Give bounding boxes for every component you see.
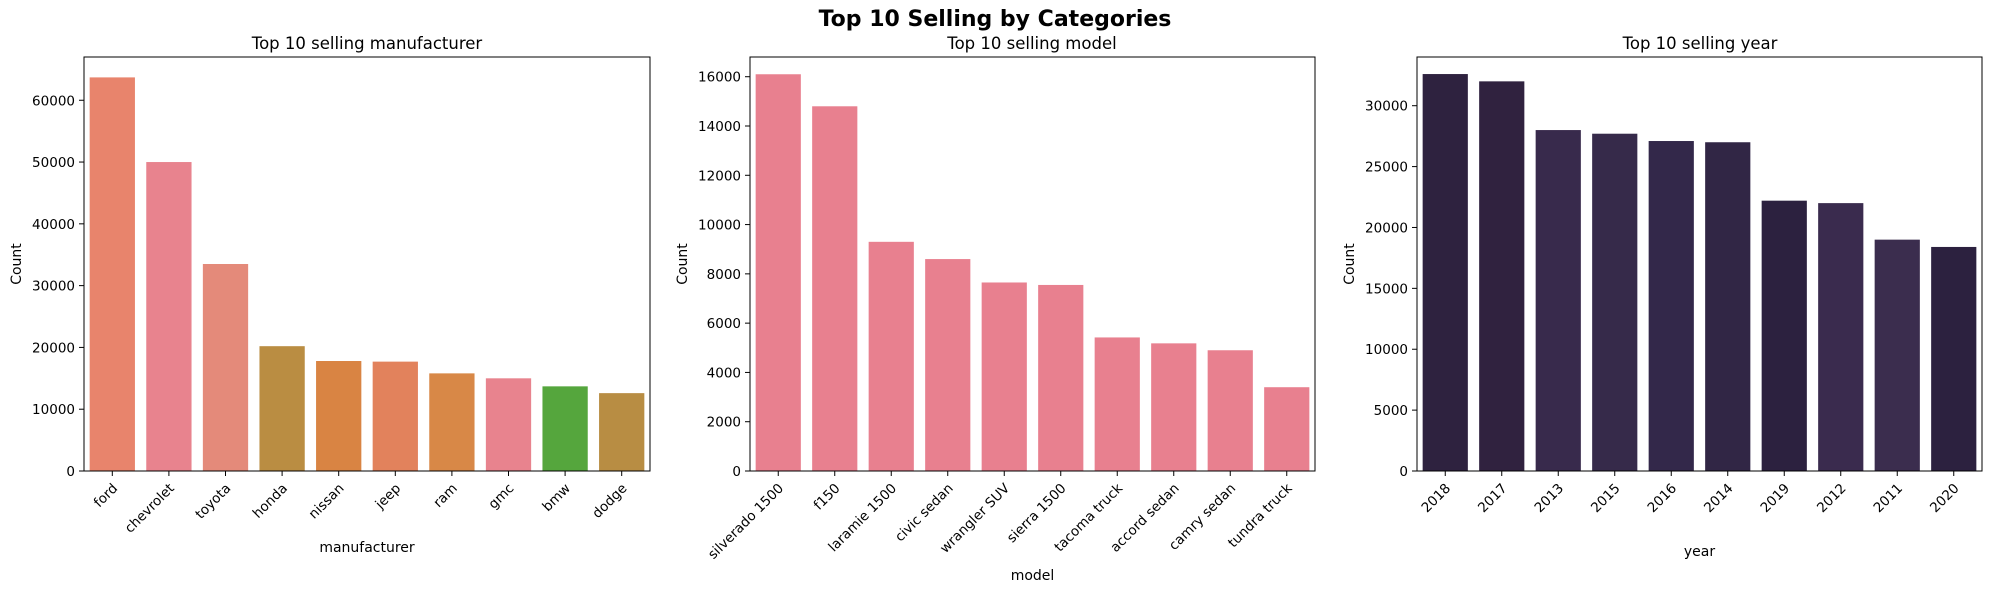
- bar-ram: [429, 373, 475, 471]
- y-tick-label: 12000: [698, 168, 741, 184]
- bar-2013: [1535, 130, 1581, 471]
- x-tick-label: 2020: [1927, 481, 1963, 517]
- y-tick-label: 20000: [32, 340, 75, 356]
- bar-accord-sedan: [1151, 343, 1197, 471]
- x-tick-label: silverado 1500: [705, 481, 787, 563]
- bar-laramie-1500: [868, 241, 914, 471]
- panel-title: Top 10 selling model: [946, 34, 1116, 53]
- panel-title: Top 10 selling year: [1622, 34, 1778, 53]
- bar-2017: [1479, 81, 1525, 471]
- bar-gmc: [485, 378, 532, 471]
- bar-ford: [89, 77, 135, 471]
- y-tick-label: 10000: [1365, 342, 1408, 358]
- chart-panels: Top 10 selling manufacturer0100002000030…: [9, 34, 1983, 584]
- y-tick-label: 6000: [707, 316, 741, 332]
- bar-2020: [1931, 246, 1977, 471]
- bar-tacoma-truck: [1094, 337, 1140, 471]
- y-tick-label: 5000: [1374, 403, 1408, 419]
- x-tick-label: ram: [430, 481, 460, 511]
- bar-silverado-1500: [755, 74, 801, 471]
- bar-2015: [1592, 133, 1638, 471]
- bar-wrangler-suv: [981, 282, 1027, 471]
- y-tick-label: 0: [732, 464, 741, 480]
- bar-bmw: [542, 386, 588, 471]
- bar-tundra-truck: [1264, 387, 1310, 471]
- axes-frame: [83, 56, 651, 472]
- x-tick-label: jeep: [372, 481, 404, 513]
- x-axis-label: year: [1684, 544, 1715, 560]
- bar-2014: [1705, 142, 1751, 472]
- y-tick-label: 15000: [1365, 281, 1408, 297]
- y-tick-label: 50000: [32, 155, 75, 171]
- x-tick-label: nissan: [306, 481, 348, 523]
- panel-title: Top 10 selling manufacturer: [251, 34, 483, 53]
- x-tick-label: 2012: [1814, 481, 1850, 517]
- bar-2019: [1761, 200, 1807, 471]
- x-tick-label: dodge: [589, 481, 630, 522]
- axes-frame: [749, 56, 1316, 472]
- x-tick-label: gmc: [485, 481, 517, 513]
- bar-civic-sedan: [925, 259, 971, 471]
- bar-sierra-1500: [1038, 284, 1084, 471]
- y-axis-label: Count: [9, 243, 25, 285]
- y-tick-label: 40000: [32, 217, 75, 233]
- bar-toyota: [202, 264, 249, 471]
- y-tick-label: 20000: [1365, 220, 1408, 236]
- bar-jeep: [372, 361, 418, 471]
- y-axis-label: Count: [675, 243, 691, 285]
- x-tick-label: 2014: [1701, 481, 1737, 517]
- bar-camry-sedan: [1207, 350, 1253, 471]
- y-tick-label: 60000: [32, 93, 75, 109]
- y-tick-label: 16000: [698, 70, 741, 86]
- y-tick-label: 30000: [1365, 99, 1408, 115]
- y-tick-label: 10000: [698, 218, 741, 234]
- x-tick-label: 2019: [1757, 481, 1793, 517]
- bar-nissan: [316, 361, 362, 471]
- x-tick-label: 2016: [1644, 481, 1680, 517]
- bar-2011: [1874, 239, 1920, 471]
- x-tick-label: honda: [250, 481, 291, 522]
- x-tick-label: 2011: [1870, 481, 1906, 517]
- x-tick-label: f150: [811, 481, 844, 514]
- y-axis-label: Count: [1342, 243, 1358, 285]
- x-axis-label: manufacturer: [319, 540, 415, 556]
- chart-panel-3: Top 10 selling year 0 5000 10000 15000 20000 2…: [1342, 34, 1983, 560]
- chart-panel-1: Top 10 selling manufacturer 0 10000 20000 30…: [9, 34, 651, 556]
- bar-f150: [812, 106, 858, 471]
- x-tick-label: 2018: [1418, 481, 1454, 517]
- x-axis-label: model: [1011, 568, 1055, 584]
- y-tick-label: 0: [66, 464, 75, 480]
- x-tick-label: ford: [91, 481, 121, 511]
- bar-2018: [1422, 74, 1468, 472]
- chart-panel-2: Top 10 selling model 0 2000 4000 6000 8000 100…: [675, 34, 1316, 584]
- x-tick-label: toyota: [192, 481, 234, 523]
- y-tick-label: 2000: [707, 415, 741, 431]
- y-tick-label: 10000: [32, 402, 75, 418]
- x-tick-label: 2013: [1531, 481, 1567, 517]
- x-tick-label: 2015: [1588, 481, 1624, 517]
- bar-dodge: [599, 393, 645, 471]
- y-tick-label: 25000: [1365, 160, 1408, 176]
- x-tick-label: chevrolet: [122, 481, 178, 537]
- y-tick-label: 14000: [698, 119, 741, 135]
- y-tick-label: 0: [1399, 464, 1408, 480]
- bar-2016: [1648, 141, 1694, 471]
- figure-suptitle: Top 10 Selling by Categories: [819, 7, 1172, 32]
- axes-frame: [1416, 56, 1983, 472]
- y-tick-label: 30000: [32, 279, 75, 295]
- bar-chevrolet: [146, 162, 192, 472]
- y-tick-label: 8000: [707, 267, 741, 283]
- x-tick-label: 2017: [1475, 481, 1511, 517]
- bar-honda: [259, 346, 305, 471]
- bar-2012: [1818, 203, 1864, 471]
- y-tick-label: 4000: [707, 365, 741, 381]
- x-tick-label: bmw: [539, 481, 573, 515]
